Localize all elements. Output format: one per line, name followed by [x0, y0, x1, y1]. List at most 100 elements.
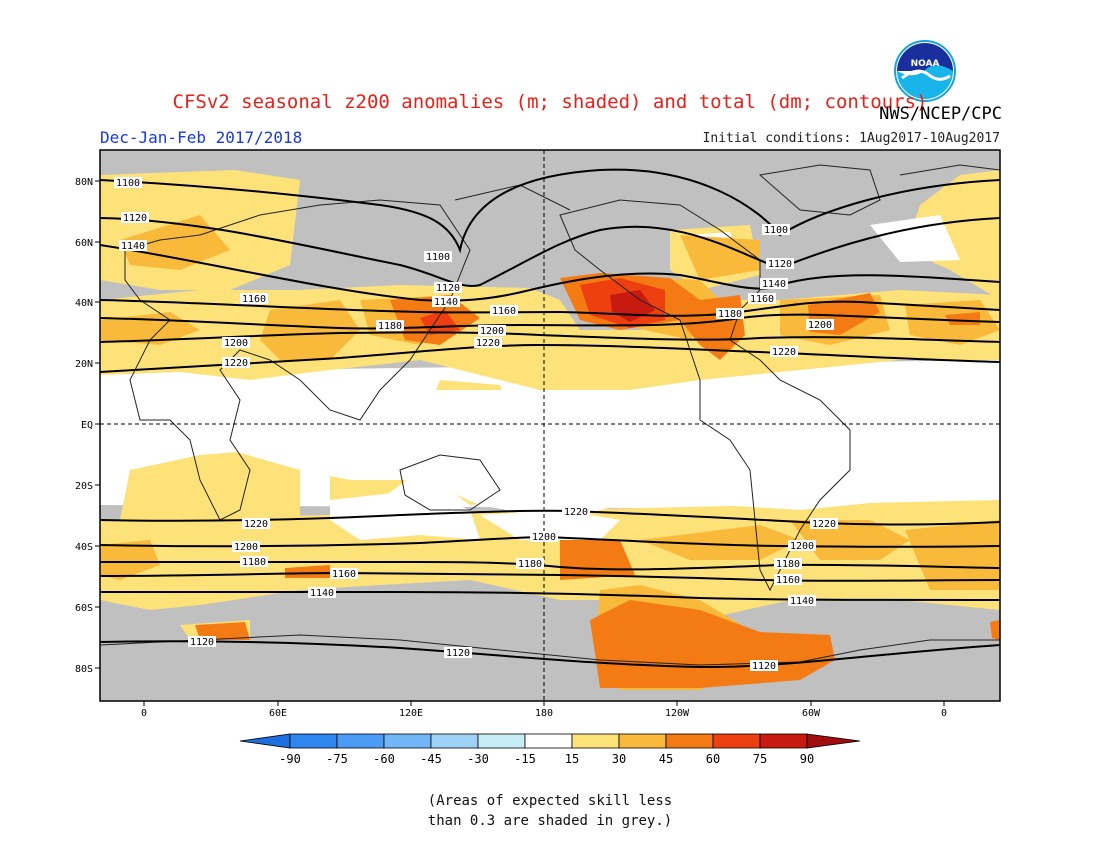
contour-label: 1200	[232, 541, 260, 553]
svg-text:1220: 1220	[812, 519, 836, 530]
contour-label: 1120	[444, 647, 472, 659]
contour-1180-sh	[100, 560, 1000, 571]
latitude-axis: 80N 60N 40N 20N EQ 20S 40S 60S 80S	[75, 177, 100, 675]
colorbar-tick-label: 90	[800, 752, 814, 766]
svg-text:1160: 1160	[776, 575, 800, 586]
contour-label: 1140	[119, 240, 147, 252]
colorbar-box	[665, 733, 714, 749]
svg-text:1180: 1180	[518, 559, 542, 570]
map-frame	[99, 149, 1001, 702]
svg-text:1220: 1220	[564, 507, 588, 518]
contour-label: 1220	[810, 518, 838, 530]
skill-note-line-1: (Areas of expected skill less	[427, 793, 673, 809]
colorbar-box	[618, 733, 667, 749]
svg-text:1100: 1100	[116, 178, 140, 189]
contour-label: 1140	[308, 587, 336, 599]
chart-title: CFSv2 seasonal z200 anomalies (m; shaded…	[172, 91, 928, 113]
contour-label: 1180	[716, 308, 744, 320]
lon-tick: 0	[941, 701, 947, 719]
svg-text:1180: 1180	[378, 321, 402, 332]
colorbar-tick-label: 15	[565, 752, 579, 766]
svg-text:40S: 40S	[75, 542, 93, 553]
colorbar-tick-label: 75	[753, 752, 767, 766]
svg-text:1140: 1140	[762, 279, 786, 290]
noaa-logo-icon: NOAA	[894, 40, 956, 102]
contour-1140-sh	[100, 590, 1000, 601]
contour-label: 1160	[490, 305, 518, 317]
svg-text:60N: 60N	[75, 238, 93, 249]
colorbar-tick-label: -75	[326, 752, 348, 766]
svg-text:NOAA: NOAA	[911, 59, 940, 69]
svg-text:1120: 1120	[768, 259, 792, 270]
svg-text:80N: 80N	[75, 177, 93, 188]
svg-text:EQ: EQ	[81, 420, 93, 431]
svg-text:1120: 1120	[190, 637, 214, 648]
lat-tick: 40S	[75, 542, 100, 553]
svg-text:1200: 1200	[234, 542, 258, 553]
lon-tick: 120E	[399, 701, 423, 719]
lat-tick: 60S	[75, 603, 100, 614]
contour-label: 1100	[762, 224, 790, 236]
svg-text:60E: 60E	[269, 708, 287, 719]
colorbar-tick-label: -30	[467, 752, 489, 766]
svg-text:1220: 1220	[224, 358, 248, 369]
lat-tick: 80N	[75, 177, 100, 188]
svg-text:1160: 1160	[242, 294, 266, 305]
svg-text:180: 180	[535, 708, 553, 719]
contour-label: 1160	[330, 568, 358, 580]
contour-label: 1220	[474, 337, 502, 349]
contour-1120-sh	[100, 640, 1000, 669]
contour-value-labels: 1100 1120 1140 1160 1100 1120 1140 1160 …	[114, 177, 838, 672]
colorbar-box	[383, 733, 432, 749]
contour-1180-nh	[100, 313, 1000, 330]
contour-label: 1220	[770, 346, 798, 358]
svg-text:1100: 1100	[426, 252, 450, 263]
colorbar-low-arrow	[239, 733, 291, 749]
colorbar-tick-label: 45	[659, 752, 673, 766]
svg-text:0: 0	[141, 708, 147, 719]
lon-tick: 60W	[802, 701, 821, 719]
colorbar-box	[712, 733, 761, 749]
svg-text:20S: 20S	[75, 481, 93, 492]
contour-label: 1120	[766, 258, 794, 270]
contour-label: 1140	[788, 595, 816, 607]
contour-label: 1220	[562, 506, 590, 518]
contour-1100-nh	[100, 168, 1000, 254]
contour-1140-nh	[100, 244, 1000, 302]
svg-text:1120: 1120	[446, 648, 470, 659]
svg-text:40N: 40N	[75, 298, 93, 309]
longitude-axis: 0 60E 120E 180 120W 60W 0	[141, 701, 947, 719]
initial-conditions-label: Initial conditions: 1Aug2017-10Aug2017	[702, 131, 1000, 146]
lon-tick: 0	[141, 701, 147, 719]
contour-1160-nh	[100, 299, 1000, 317]
svg-text:1200: 1200	[224, 338, 248, 349]
svg-text:60W: 60W	[802, 708, 821, 719]
contour-1200-nh	[100, 331, 1000, 343]
svg-text:1220: 1220	[244, 519, 268, 530]
contour-label: 1180	[376, 320, 404, 332]
svg-text:1140: 1140	[310, 588, 334, 599]
reference-lines	[100, 150, 1000, 701]
colorbar: -90 -75 -60 -45 -30 -15 15 30 45 60 75 9…	[239, 733, 861, 766]
svg-text:1180: 1180	[242, 557, 266, 568]
colorbar-tick-label: -45	[420, 752, 442, 766]
svg-text:1140: 1140	[434, 297, 458, 308]
colorbar-box	[289, 733, 338, 749]
svg-text:1200: 1200	[808, 320, 832, 331]
svg-text:1180: 1180	[776, 559, 800, 570]
colorbar-tick-label: 30	[612, 752, 626, 766]
colorbar-box	[759, 733, 808, 749]
contour-label: 1120	[434, 282, 462, 294]
agency-label: NWS/NCEP/CPC	[879, 104, 1002, 124]
colorbar-tick-label: 60	[706, 752, 720, 766]
lon-tick: 60E	[269, 701, 287, 719]
contour-label: 1200	[530, 531, 558, 543]
svg-text:1140: 1140	[121, 241, 145, 252]
lon-tick: 180	[535, 701, 553, 719]
svg-text:1120: 1120	[436, 283, 460, 294]
contour-1120-nh	[100, 217, 1000, 287]
svg-text:120E: 120E	[399, 708, 423, 719]
contour-label: 1220	[222, 357, 250, 369]
svg-text:1200: 1200	[532, 532, 556, 543]
